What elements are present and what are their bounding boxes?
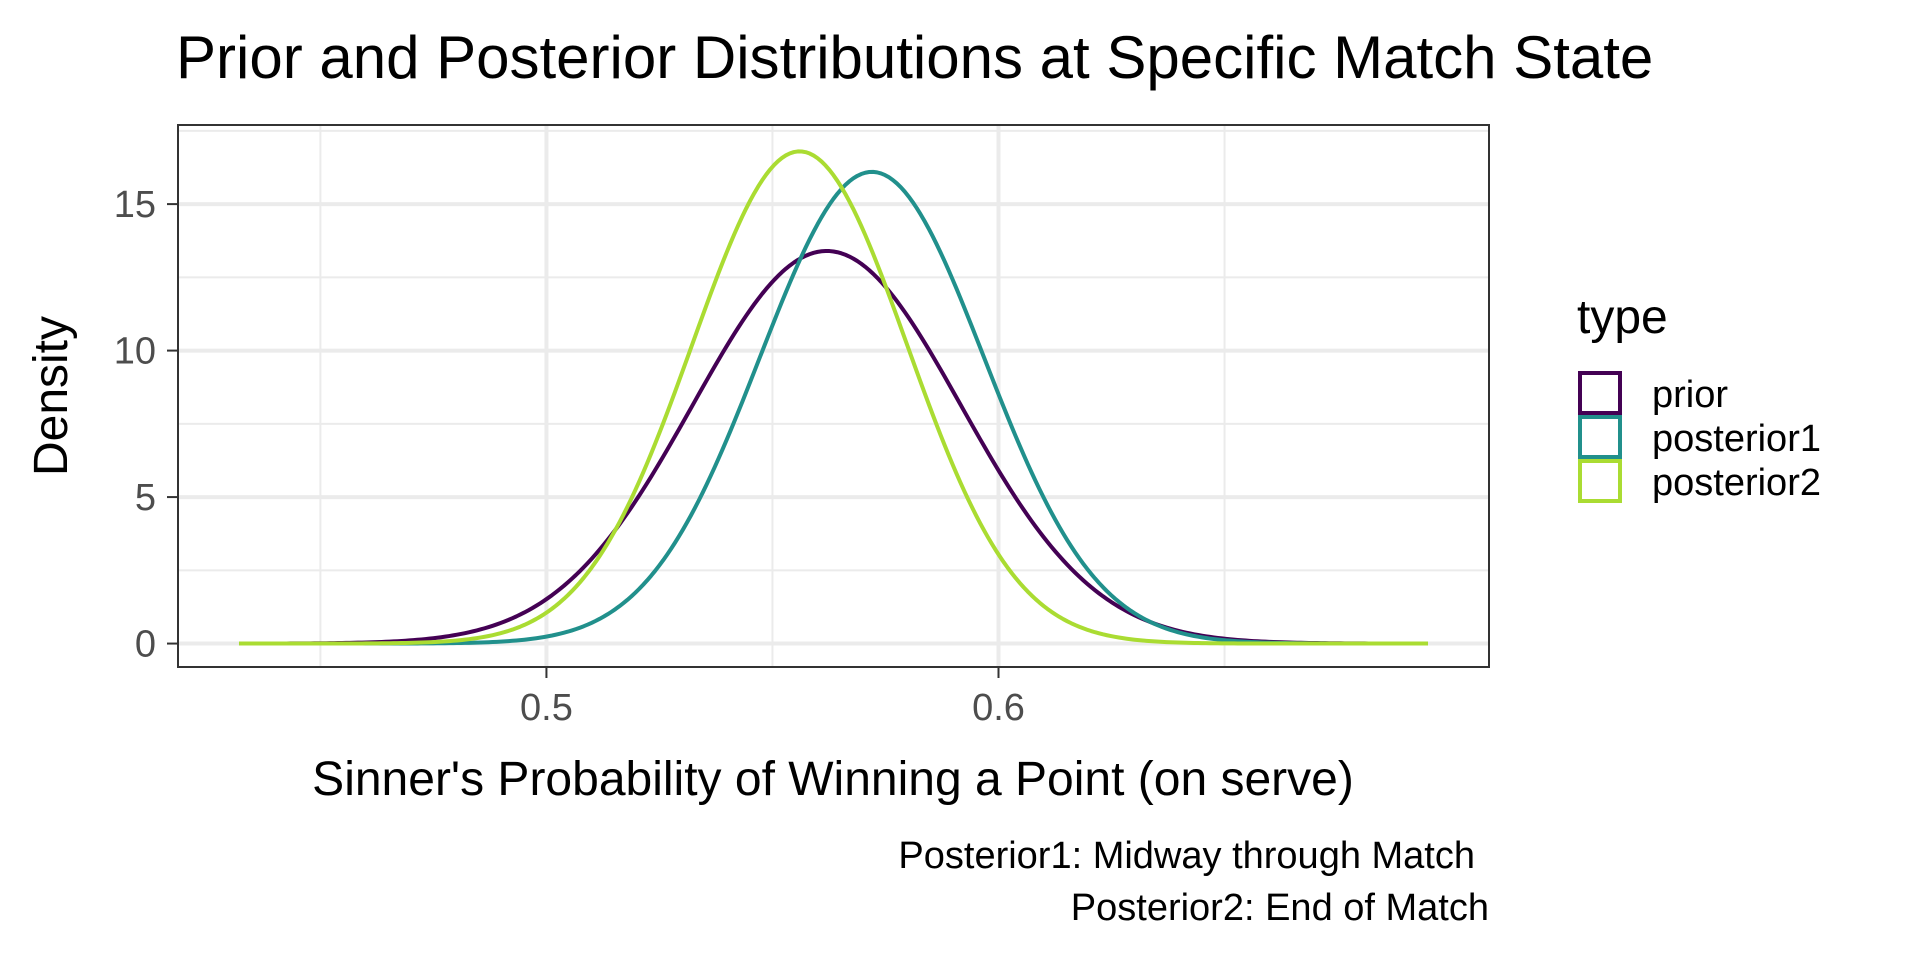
grid-minor bbox=[178, 125, 1489, 667]
legend-label-prior: prior bbox=[1652, 374, 1728, 416]
series-line-posterior2 bbox=[239, 149, 1428, 646]
caption-line-1: Posterior1: Midway through Match bbox=[898, 835, 1475, 877]
plot-panel bbox=[178, 125, 1489, 667]
y-tick-label: 15 bbox=[114, 184, 156, 226]
chart-title: Prior and Posterior Distributions at Spe… bbox=[176, 24, 1653, 91]
legend-key-prior bbox=[1578, 371, 1622, 415]
series-lines bbox=[239, 149, 1428, 646]
caption-line-2: Posterior2: End of Match bbox=[1071, 887, 1489, 929]
x-axis: 0.5 0.6 bbox=[520, 667, 1025, 729]
legend-key-posterior2 bbox=[1578, 459, 1622, 503]
x-tick-label: 0.6 bbox=[972, 687, 1025, 729]
y-tick-label: 10 bbox=[114, 331, 156, 373]
legend-label-posterior1: posterior1 bbox=[1652, 418, 1821, 460]
x-axis-title: Sinner's Probability of Winning a Point … bbox=[312, 753, 1354, 806]
y-tick-label: 0 bbox=[135, 624, 156, 666]
legend-title: type bbox=[1577, 291, 1668, 344]
y-axis-title: Density bbox=[25, 316, 78, 476]
x-tick-label: 0.5 bbox=[520, 687, 573, 729]
plot-panel-border bbox=[177, 124, 1490, 668]
y-axis: 0 5 10 15 bbox=[114, 184, 178, 666]
legend-label-posterior2: posterior2 bbox=[1652, 462, 1821, 504]
y-tick-label: 5 bbox=[135, 477, 156, 519]
legend-key-posterior1 bbox=[1578, 415, 1622, 459]
